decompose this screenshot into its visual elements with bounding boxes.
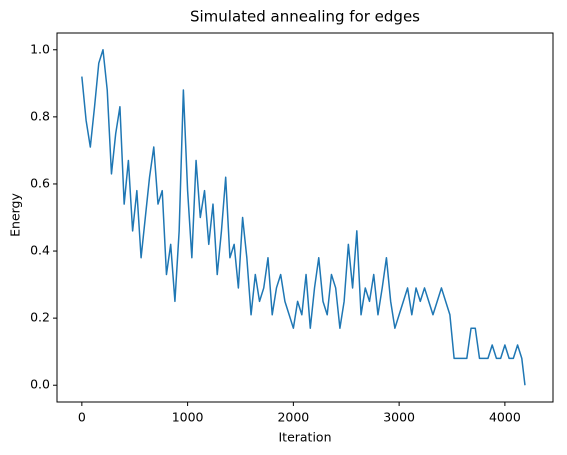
- y-tick-label: 0.2: [30, 310, 50, 325]
- y-tick-label: 1.0: [30, 41, 50, 56]
- x-tick-label: 3000: [383, 410, 415, 425]
- y-tick-label: 0.8: [30, 108, 50, 123]
- plot-frame: [56, 32, 554, 403]
- x-tick-label: 2000: [277, 410, 309, 425]
- chart-title: Simulated annealing for edges: [190, 8, 420, 26]
- y-tick-label: 0.4: [30, 243, 50, 258]
- y-tick-label: 0.0: [30, 377, 50, 392]
- y-tick-label: 0.6: [30, 175, 50, 190]
- x-axis-label: Iteration: [278, 430, 331, 445]
- x-tick-label: 1000: [172, 410, 204, 425]
- y-axis-label: Energy: [8, 193, 23, 237]
- x-tick-label: 0: [78, 410, 86, 425]
- line-series: [81, 49, 526, 386]
- x-tick-label: 4000: [489, 410, 521, 425]
